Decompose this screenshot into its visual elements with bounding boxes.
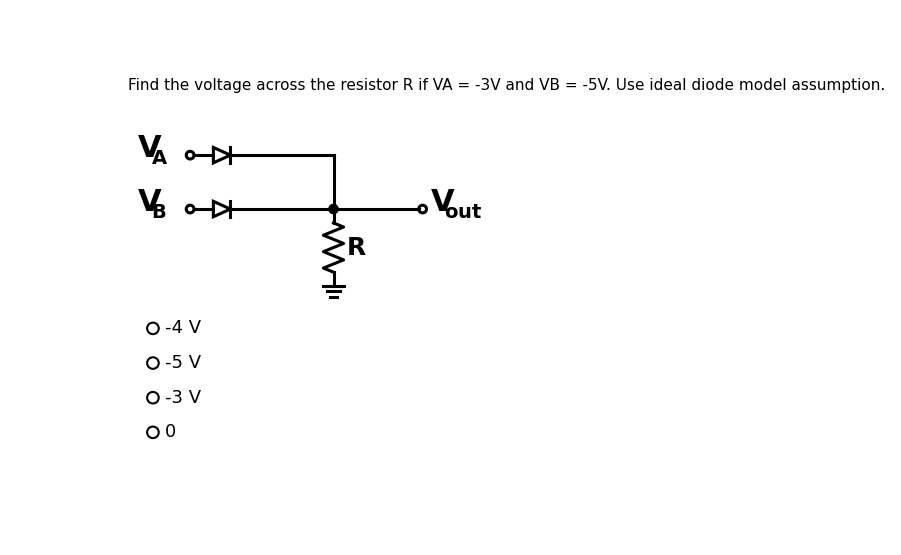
Text: $\mathbf{V}$: $\mathbf{V}$ <box>430 188 455 218</box>
Text: -3 V: -3 V <box>165 388 202 407</box>
Text: -4 V: -4 V <box>165 319 202 337</box>
Text: Find the voltage across the resistor R if VA = -3V and VB = -5V. Use ideal diode: Find the voltage across the resistor R i… <box>128 78 886 93</box>
Text: -5 V: -5 V <box>165 354 202 372</box>
Text: 0: 0 <box>165 423 177 441</box>
Text: $\mathbf{R}$: $\mathbf{R}$ <box>346 235 367 260</box>
Text: $\mathbf{out}$: $\mathbf{out}$ <box>443 203 482 223</box>
Text: $\mathbf{V}$: $\mathbf{V}$ <box>138 188 163 218</box>
Text: $\mathbf{A}$: $\mathbf{A}$ <box>151 149 168 168</box>
Text: $\mathbf{V}$: $\mathbf{V}$ <box>138 134 163 164</box>
Text: $\mathbf{B}$: $\mathbf{B}$ <box>151 203 167 221</box>
Circle shape <box>329 204 338 214</box>
